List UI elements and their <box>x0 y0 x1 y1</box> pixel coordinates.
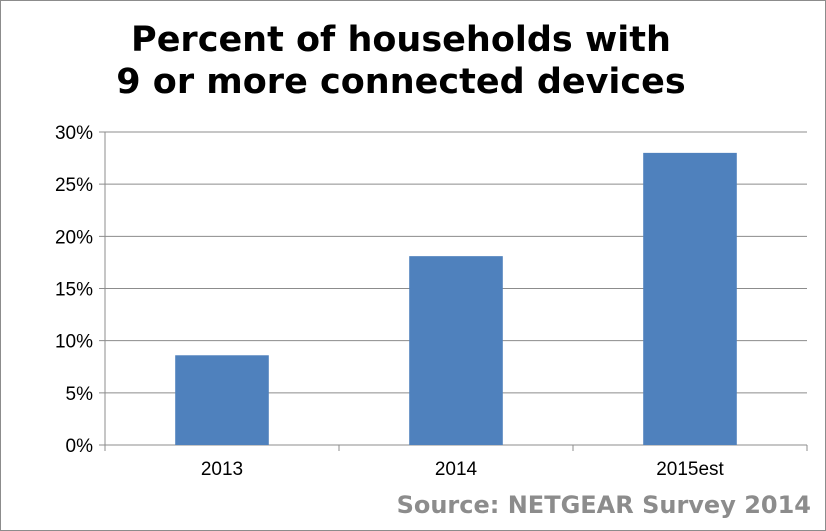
chart-title: Percent of households with 9 or more con… <box>41 19 761 103</box>
bar <box>409 256 503 445</box>
chart-title-line-1: Percent of households with <box>131 20 671 60</box>
x-tick-label: 2015est <box>656 459 724 480</box>
y-tick-label: 0% <box>66 436 94 457</box>
x-tick-label: 2014 <box>435 459 478 480</box>
y-tick-label: 10% <box>55 332 93 353</box>
x-tick-label: 2013 <box>201 459 243 480</box>
y-tick-label: 15% <box>55 280 93 301</box>
bar <box>175 355 269 445</box>
y-tick-label: 25% <box>55 175 93 196</box>
y-tick-label: 20% <box>55 227 93 248</box>
chart-title-line-2: 9 or more connected devices <box>116 62 686 102</box>
y-tick-label: 5% <box>66 384 94 405</box>
source-note: Source: NETGEAR Survey 2014 <box>396 491 811 519</box>
bar <box>643 152 737 445</box>
y-tick-label: 30% <box>55 123 93 144</box>
